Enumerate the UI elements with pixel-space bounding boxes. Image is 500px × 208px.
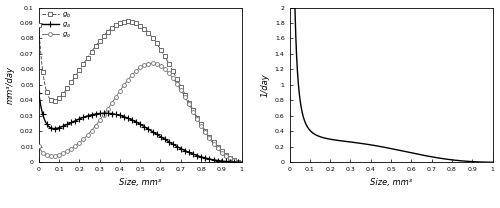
X-axis label: Size, mm³: Size, mm³ bbox=[370, 178, 412, 187]
X-axis label: Size, mm³: Size, mm³ bbox=[119, 178, 162, 187]
Y-axis label: 1/day: 1/day bbox=[260, 73, 270, 97]
Legend: $g_b$, $g_a$, $g_o$: $g_b$, $g_a$, $g_o$ bbox=[41, 10, 72, 41]
Y-axis label: mm³/day: mm³/day bbox=[6, 66, 15, 104]
